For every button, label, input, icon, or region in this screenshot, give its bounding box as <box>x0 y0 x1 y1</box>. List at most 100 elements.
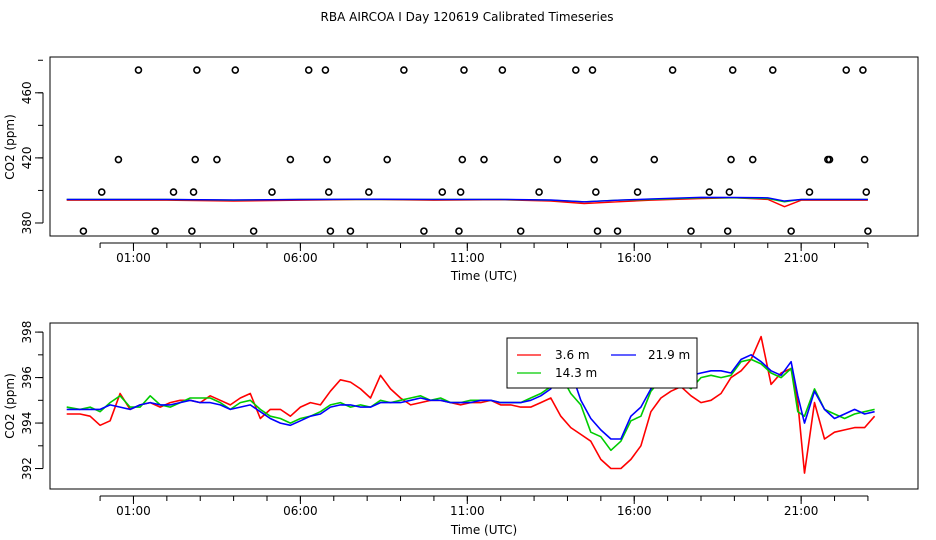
top-calibration-point <box>304 66 313 74</box>
top-calibration-point <box>456 188 465 196</box>
top-calibration-point <box>805 188 814 196</box>
top-y-axis-label: CO2 (ppm) <box>3 114 17 180</box>
bottom-y-axis-label: CO2 (ppm) <box>3 373 17 439</box>
bottom-panel: 01:00 06:00 11:00 16:00 21:00 392 394 396 398 T… <box>3 321 919 537</box>
bot-x-tick-label: 16:00 <box>617 504 652 518</box>
top-calibration-point <box>687 227 695 235</box>
top-x-tick-label: 11:00 <box>450 251 485 265</box>
bottom-y-axis: 392 394 396 398 <box>20 321 44 480</box>
top-calibration-point <box>613 227 622 235</box>
top-calibration-point <box>193 66 201 74</box>
top-calibration-point <box>862 188 871 196</box>
top-x-axis: 01:00 06:00 11:00 16:00 21:00 <box>99 242 869 265</box>
top-calibration-point <box>592 188 600 196</box>
top-calibration-point <box>668 66 677 74</box>
top-calibration-point <box>723 227 732 235</box>
top-calibration-point <box>324 188 333 196</box>
top-calibration-point <box>768 66 777 74</box>
top-x-axis-label: Time (UTC) <box>450 269 517 283</box>
top-calibration-markers <box>79 66 872 235</box>
top-x-tick-label: 16:00 <box>617 251 652 265</box>
top-calibration-point <box>590 155 598 164</box>
bot-series-14-3-m <box>66 358 875 452</box>
bot-series-3-6-m <box>66 335 876 474</box>
top-series-21-9-m <box>66 196 868 203</box>
top-x-tick-label: 01:00 <box>116 251 151 265</box>
top-calibration-point <box>114 155 123 164</box>
bottom-series-lines <box>66 335 876 474</box>
top-calibration-point <box>79 227 88 235</box>
top-y-tick-label: 420 <box>20 146 34 169</box>
top-calibration-point <box>633 188 642 196</box>
bottom-x-axis: 01:00 06:00 11:00 16:00 21:00 <box>99 495 869 518</box>
top-calibration-point <box>593 227 602 235</box>
bot-series-21-9-m <box>66 354 875 440</box>
top-calibration-point <box>365 188 373 196</box>
bottom-plot-frame <box>49 322 919 490</box>
top-calibration-point <box>859 66 867 74</box>
top-panel: 01:00 06:00 11:00 16:00 21:00 380 420 460 Time… <box>3 56 919 283</box>
bot-y-tick-label: 392 <box>20 457 34 480</box>
top-y-tick-label: 460 <box>20 81 34 104</box>
top-calibration-point <box>151 227 159 235</box>
top-calibration-point <box>650 155 659 164</box>
top-calibration-point <box>460 66 468 74</box>
top-calibration-point <box>498 66 507 74</box>
top-calibration-point <box>383 155 391 164</box>
top-calibration-point <box>553 155 562 164</box>
legend: 3.6 m 21.9 m 14.3 m <box>506 337 698 389</box>
top-calibration-point <box>213 155 221 164</box>
bot-x-tick-label: 21:00 <box>784 504 819 518</box>
top-calibration-point <box>864 227 872 235</box>
top-calibration-point <box>346 227 355 235</box>
top-x-tick-label: 06:00 <box>283 251 318 265</box>
top-y-tick-label: 380 <box>20 212 34 235</box>
top-calibration-point <box>323 155 331 164</box>
top-calibration-point <box>516 227 525 235</box>
top-x-tick-label: 21:00 <box>784 251 819 265</box>
legend-label-21-9m: 21.9 m <box>648 348 690 362</box>
bot-y-tick-label: 398 <box>20 321 34 344</box>
bot-x-tick-label: 11:00 <box>450 504 485 518</box>
bottom-x-axis-label: Time (UTC) <box>450 523 517 537</box>
top-calibration-point <box>748 155 757 164</box>
top-series-lines <box>66 196 868 208</box>
top-calibration-point <box>825 155 834 164</box>
top-y-axis: 380 420 460 <box>20 59 44 235</box>
top-calibration-point <box>535 188 543 196</box>
top-calibration-point <box>588 66 597 74</box>
top-calibration-point <box>321 66 330 74</box>
top-calibration-point <box>134 66 143 74</box>
top-calibration-point <box>787 227 795 235</box>
top-calibration-point <box>438 188 447 196</box>
bot-y-tick-label: 394 <box>20 412 34 435</box>
top-calibration-point <box>189 188 198 196</box>
top-calibration-point <box>705 188 714 196</box>
legend-label-14-3m: 14.3 m <box>555 366 597 380</box>
top-calibration-point <box>169 188 178 196</box>
top-calibration-point <box>455 227 463 235</box>
top-calibration-point <box>842 66 851 74</box>
top-calibration-point <box>458 155 467 164</box>
bot-x-tick-label: 06:00 <box>283 504 318 518</box>
top-calibration-point <box>191 155 200 164</box>
top-calibration-point <box>231 66 240 74</box>
top-calibration-point <box>420 227 428 235</box>
top-calibration-point <box>286 155 295 164</box>
legend-box <box>506 337 698 389</box>
top-calibration-point <box>249 227 258 235</box>
top-calibration-point <box>572 66 580 74</box>
top-calibration-point <box>268 188 276 196</box>
bot-x-tick-label: 01:00 <box>116 504 151 518</box>
top-plot-frame <box>49 56 919 237</box>
top-series-3-6-m <box>66 197 868 208</box>
top-calibration-point <box>728 66 737 74</box>
top-calibration-point <box>480 155 488 164</box>
top-calibration-point <box>326 227 335 235</box>
top-calibration-point <box>97 188 106 196</box>
top-calibration-point <box>725 188 734 196</box>
bot-y-tick-label: 396 <box>20 366 34 389</box>
top-calibration-point <box>400 66 408 74</box>
top-calibration-point <box>188 227 196 235</box>
